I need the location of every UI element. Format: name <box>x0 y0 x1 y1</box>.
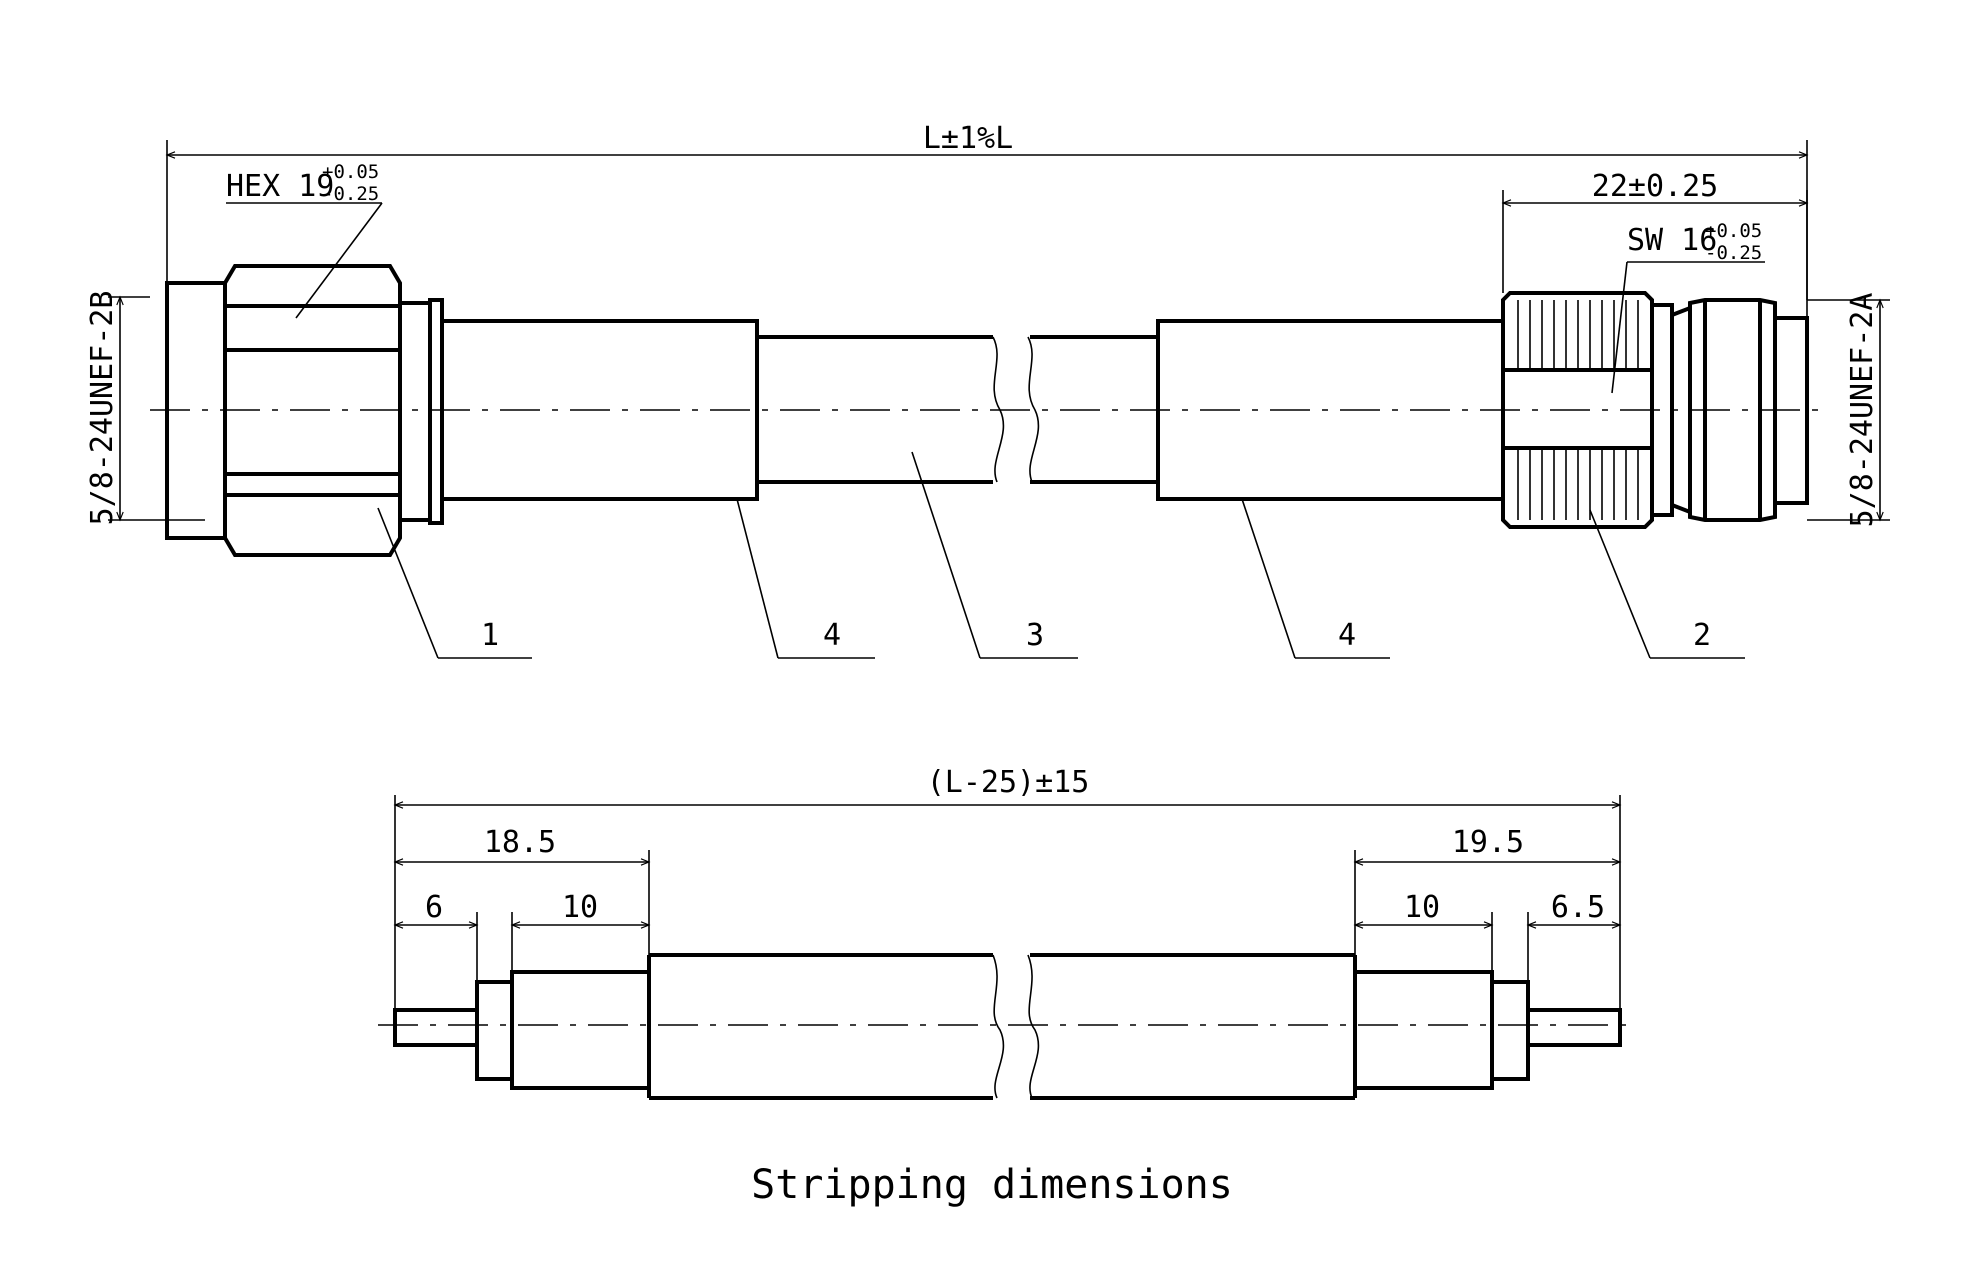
hex-tol-plus: +0.05 <box>322 161 379 183</box>
right-thread-dimension: 5/8-24UNEF-2A <box>1807 293 1890 528</box>
stripping-view: (L-25)±15 18.5 6 10 19.5 <box>378 765 1630 1100</box>
top-view: L±1%L 22±0.25 HEX 19 +0.05 -0.25 SW 16 +… <box>85 121 1890 659</box>
hex-size-annotation: HEX 19 +0.05 -0.25 <box>226 161 383 319</box>
sw-tol-plus: +0.05 <box>1705 220 1762 242</box>
dimension-right-pin: 6.5 <box>1526 890 1622 982</box>
sw-tol-minus: -0.25 <box>1705 242 1762 264</box>
jacket-left <box>647 953 1005 1100</box>
callout-1-label: 1 <box>481 618 499 653</box>
jacket-right <box>1027 953 1357 1100</box>
left-center-conductor <box>393 1008 479 1047</box>
dimension-left-strip-total: 18.5 <box>393 825 651 955</box>
sw-size-annotation: SW 16 +0.05 -0.25 <box>1611 220 1765 394</box>
callout-4-right-label: 4 <box>1338 618 1356 653</box>
right-thread-label: 5/8-24UNEF-2A <box>1845 293 1880 528</box>
right-center-conductor <box>1526 1008 1622 1047</box>
right-length-label: 22±0.25 <box>1592 169 1718 204</box>
dimension-right-braid: 10 <box>1353 890 1494 972</box>
dimension-right-connector-length: 22±0.25 <box>1501 169 1809 300</box>
callout-4-left-label: 4 <box>823 618 841 653</box>
right-strip-total-label: 19.5 <box>1452 825 1524 860</box>
dimension-left-braid: 10 <box>510 890 651 972</box>
dimension-right-strip-total: 19.5 <box>1353 825 1622 955</box>
cable-body-right <box>1027 335 1158 484</box>
hex-label: HEX 19 <box>226 169 334 204</box>
left-connector-n-female <box>165 264 444 557</box>
dimension-left-pin: 6 <box>393 890 479 982</box>
left-thread-dimension: 5/8-24UNEF-2B <box>85 291 205 526</box>
right-dielectric <box>1490 980 1530 1081</box>
right-braid <box>1353 970 1494 1090</box>
part-callout-4-left: 4 <box>736 498 875 659</box>
part-callout-3: 3 <box>911 451 1078 659</box>
left-thread-label: 5/8-24UNEF-2B <box>85 291 120 526</box>
cable-body-left <box>757 335 1005 484</box>
part-callout-2: 2 <box>1589 509 1745 659</box>
right-braid-label: 10 <box>1404 890 1440 925</box>
left-dielectric <box>475 980 514 1081</box>
left-braid <box>510 970 651 1090</box>
left-pin-label: 6 <box>425 890 443 925</box>
callout-2-label: 2 <box>1693 618 1711 653</box>
stripping-caption: Stripping dimensions <box>751 1162 1233 1208</box>
left-braid-label: 10 <box>562 890 598 925</box>
knurl-lines <box>1517 300 1639 520</box>
stripped-length-label: (L-25)±15 <box>927 765 1090 800</box>
sw-label: SW 16 <box>1627 223 1717 258</box>
callout-3-label: 3 <box>1026 618 1044 653</box>
left-strip-total-label: 18.5 <box>484 825 556 860</box>
right-pin-label: 6.5 <box>1551 890 1605 925</box>
part-callout-1: 1 <box>377 507 532 659</box>
hex-tol-minus: -0.25 <box>322 183 379 205</box>
heat-shrink-sleeve-left <box>440 319 759 501</box>
part-callout-4-right: 4 <box>1241 498 1390 659</box>
right-connector-n-male <box>1501 291 1809 529</box>
dimension-stripped-length: (L-25)±15 <box>393 765 1622 1010</box>
overall-length-label: L±1%L <box>923 121 1013 156</box>
dimension-overall-length: L±1%L <box>165 121 1809 318</box>
